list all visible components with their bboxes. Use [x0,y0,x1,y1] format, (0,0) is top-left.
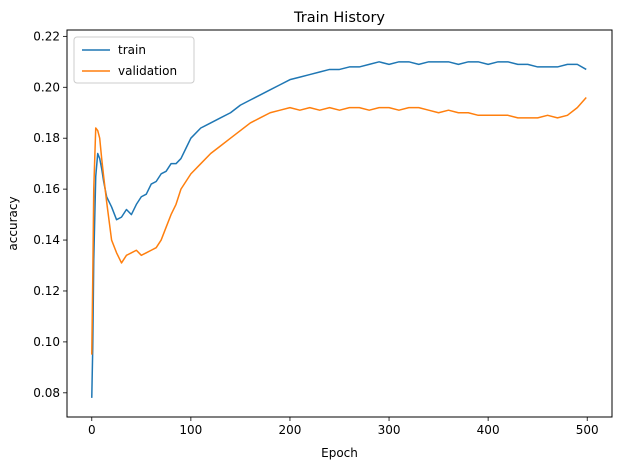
x-tick-label: 400 [477,423,500,437]
x-axis: 0 100 200 300 400 500 [88,417,599,437]
y-axis: 0.08 0.10 0.12 0.14 0.16 0.18 0.20 0.22 [33,29,67,400]
y-axis-label: accuracy [6,196,20,250]
y-tick-label: 0.14 [33,233,60,247]
y-tick-label: 0.18 [33,131,60,145]
legend-label-validation: validation [118,64,177,78]
legend-label-train: train [118,43,146,57]
y-tick-label: 0.08 [33,386,60,400]
y-tick-label: 0.16 [33,182,60,196]
x-tick-label: 0 [88,423,96,437]
chart-title: Train History [293,10,385,26]
series-line-train [91,61,587,398]
x-tick-label: 200 [279,423,302,437]
x-tick-label: 100 [179,423,202,437]
y-tick-label: 0.22 [33,29,60,43]
legend: train validation [73,36,195,84]
plot-content [91,61,587,398]
y-tick-label: 0.20 [33,80,60,94]
x-axis-label: Epoch [321,446,358,460]
x-tick-label: 500 [576,423,599,437]
y-tick-label: 0.10 [33,335,60,349]
plot-frame [66,29,613,418]
x-tick-label: 300 [378,423,401,437]
series-line-validation [91,96,587,355]
y-tick-label: 0.12 [33,284,60,298]
